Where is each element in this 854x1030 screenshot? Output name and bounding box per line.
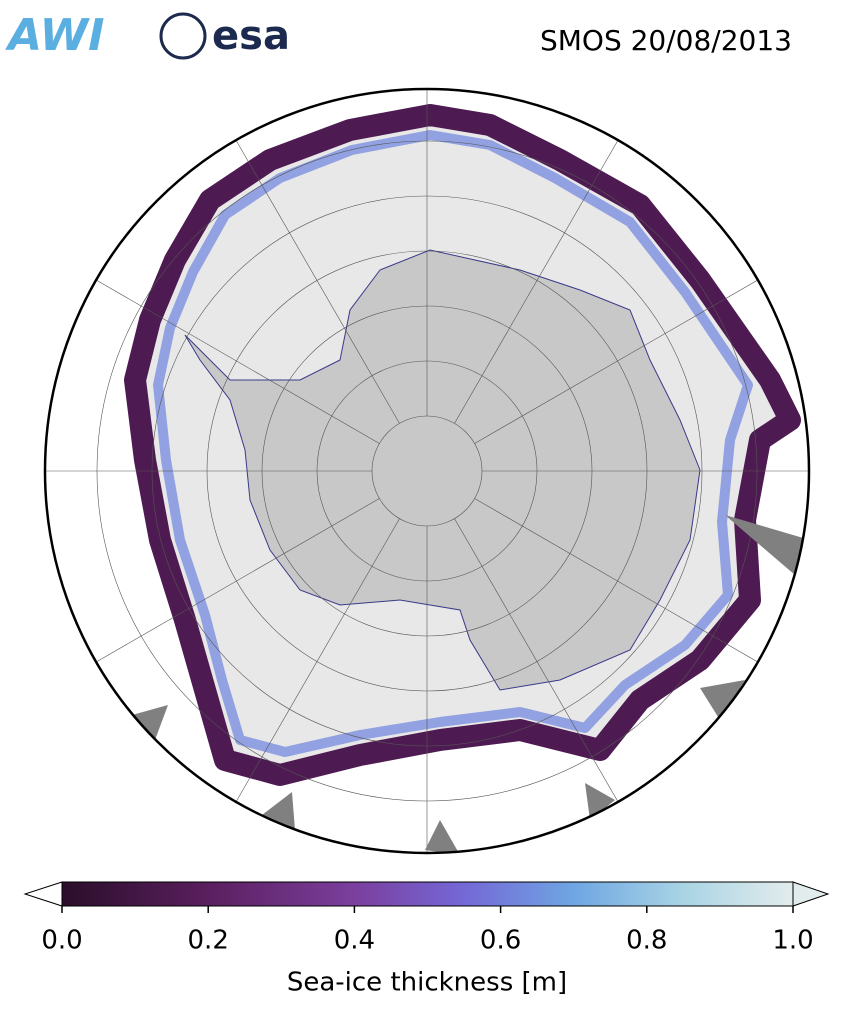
sea-ice-edge — [153, 130, 753, 757]
colorbar-extend-min — [23, 881, 63, 907]
graticule — [45, 89, 809, 853]
meridian — [474, 275, 765, 444]
colorbar-tick-label: 0.0 — [41, 926, 82, 956]
meridian — [89, 275, 380, 444]
antarctica — [184, 249, 701, 691]
meridian — [231, 518, 400, 809]
colorbar-tick-label: 0.6 — [480, 926, 521, 956]
esa-emblem — [159, 12, 207, 60]
esa-logo: esa — [212, 13, 290, 59]
meridian — [454, 518, 623, 809]
colorbar-tick-label: 0.2 — [188, 926, 229, 956]
colorbar-label: Sea-ice thickness [m] — [287, 968, 567, 998]
map — [45, 89, 809, 853]
map-frame — [43, 87, 811, 855]
colorbar-extend-max — [792, 881, 830, 907]
meridian — [474, 498, 765, 667]
colorbar-tick-label: 0.8 — [626, 926, 667, 956]
awi-logo: AWI — [5, 10, 105, 61]
colorbar-tick-label: 1.0 — [772, 926, 813, 956]
meridian — [89, 498, 380, 667]
meridian — [454, 133, 623, 424]
colorbar — [61, 881, 794, 907]
meridian — [231, 133, 400, 424]
colorbar-ticks: 0.0 0.2 0.4 0.6 0.8 1.0 — [41, 906, 814, 956]
title: SMOS 20/08/2013 — [540, 24, 792, 57]
colorbar-tick-label: 0.4 — [334, 926, 375, 956]
